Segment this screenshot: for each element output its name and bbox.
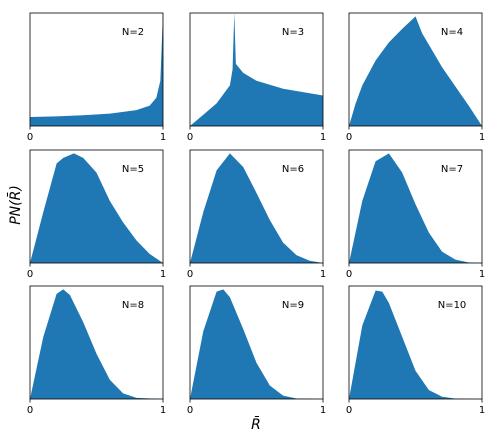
x-tick-label: 1 bbox=[479, 269, 485, 280]
area bbox=[30, 13, 163, 126]
plot-frame bbox=[189, 285, 324, 400]
area bbox=[30, 289, 163, 399]
annotation: N=4 bbox=[441, 27, 463, 38]
x-tick-label: 0 bbox=[346, 269, 352, 280]
x-tick-label: 0 bbox=[187, 405, 193, 416]
x-tick-label: 1 bbox=[479, 405, 485, 416]
x-tick-label: 0 bbox=[27, 269, 33, 280]
x-tick-label: 0 bbox=[27, 132, 33, 143]
plot-frame bbox=[29, 149, 164, 264]
annotation: N=8 bbox=[122, 300, 144, 311]
annotation: N=5 bbox=[122, 164, 144, 175]
x-tick-label: 1 bbox=[479, 132, 485, 143]
annotation: N=6 bbox=[282, 164, 304, 175]
x-tick-label: 1 bbox=[160, 405, 166, 416]
x-tick-label: 0 bbox=[346, 405, 352, 416]
annotation: N=2 bbox=[122, 27, 144, 38]
area bbox=[30, 153, 163, 263]
x-tick-label: 1 bbox=[320, 132, 326, 143]
plot-frame bbox=[29, 12, 164, 127]
x-tick-label: 0 bbox=[187, 132, 193, 143]
x-tick-label: 0 bbox=[346, 132, 352, 143]
plot-frame bbox=[189, 149, 324, 264]
area bbox=[190, 153, 323, 263]
plot-frame bbox=[348, 12, 483, 127]
area bbox=[190, 13, 323, 126]
plot-frame bbox=[348, 149, 483, 264]
x-tick-label: 1 bbox=[160, 132, 166, 143]
area bbox=[349, 16, 482, 126]
annotation: N=9 bbox=[282, 300, 304, 311]
area bbox=[190, 289, 323, 399]
annotation: N=3 bbox=[282, 27, 304, 38]
x-tick-label: 1 bbox=[320, 269, 326, 280]
plot-frame bbox=[189, 12, 324, 127]
x-axis-label: R̄ bbox=[251, 415, 261, 433]
annotation: N=7 bbox=[441, 164, 463, 175]
x-tick-label: 1 bbox=[320, 405, 326, 416]
annotation: N=10 bbox=[438, 300, 467, 311]
x-tick-label: 1 bbox=[160, 269, 166, 280]
plot-frame bbox=[29, 285, 164, 400]
y-axis-label: PN(R̄) bbox=[6, 185, 24, 225]
x-tick-label: 0 bbox=[187, 269, 193, 280]
area bbox=[349, 290, 482, 399]
area bbox=[349, 153, 482, 263]
plot-frame bbox=[348, 285, 483, 400]
x-tick-label: 0 bbox=[27, 405, 33, 416]
